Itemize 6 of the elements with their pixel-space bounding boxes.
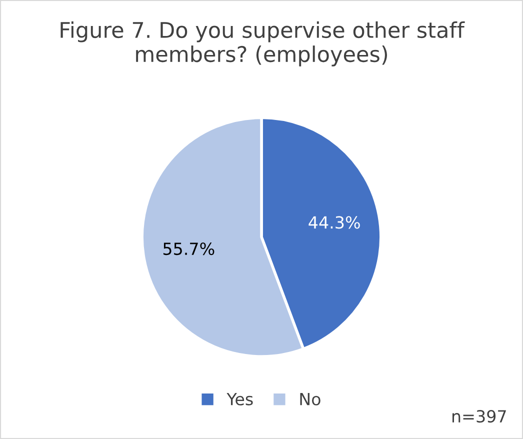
legend-label: No — [300, 393, 320, 406]
data-label: 44.3% — [308, 216, 360, 229]
legend-label: Yes — [226, 393, 253, 406]
text: n=397 — [452, 410, 506, 423]
data-label: 55.7% — [163, 242, 214, 256]
chart-title: Figure 7. Do you supervise other staff members? (employees) — [60, 21, 465, 66]
